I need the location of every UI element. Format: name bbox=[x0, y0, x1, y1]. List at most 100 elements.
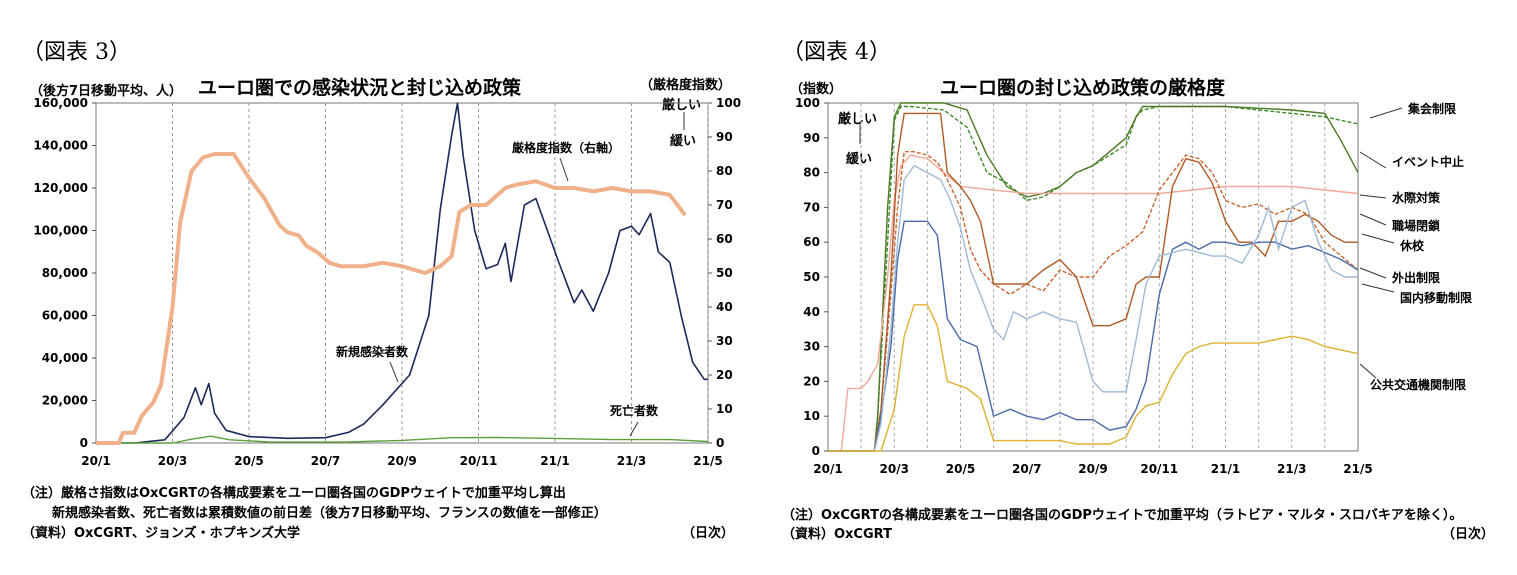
left-x-tick-label: 20/5 bbox=[234, 454, 263, 468]
left-x-tick-label: 21/3 bbox=[617, 454, 646, 468]
left-y-tick-label: 60,000 bbox=[42, 309, 88, 323]
left-arrow-cases bbox=[389, 361, 399, 383]
right-x-tick-label: 21/3 bbox=[1277, 462, 1306, 476]
right-x-unit: （日次） bbox=[1442, 527, 1495, 542]
left-y2-tick-label: 0 bbox=[716, 436, 724, 450]
left-y2-tick-label: 10 bbox=[716, 402, 733, 416]
right-x-tick-label: 20/11 bbox=[1140, 462, 1178, 476]
right-leader-work bbox=[1359, 213, 1387, 226]
right-leader-move bbox=[1361, 283, 1395, 293]
right-y-tick-label: 40 bbox=[803, 305, 820, 319]
right-y-tick-label: 20 bbox=[803, 374, 820, 388]
right-source: （資料）OxCGRT bbox=[782, 527, 892, 542]
right-unit-label: （指数） bbox=[790, 82, 843, 97]
left-y-tick-label: 140,000 bbox=[33, 139, 88, 153]
left-y2-tick-label: 30 bbox=[716, 334, 733, 348]
right-series-transport bbox=[828, 304, 1359, 452]
right-y-tick-label: 60 bbox=[803, 235, 820, 249]
left-right-unit-label: （厳格度指数） bbox=[640, 78, 732, 93]
right-leader-stay bbox=[1359, 267, 1387, 279]
left-x-tick-label: 20/7 bbox=[311, 454, 340, 468]
right-series-school bbox=[828, 112, 1358, 452]
right-y-tick-label: 0 bbox=[812, 444, 820, 458]
right-leader-gather bbox=[1369, 107, 1403, 119]
left-y-tick-label: 120,000 bbox=[33, 181, 88, 195]
right-x-tick-label: 20/3 bbox=[880, 462, 909, 476]
left-series-stringency bbox=[96, 152, 687, 445]
right-y-tick-label: 50 bbox=[803, 270, 820, 284]
left-y-tick-label: 100,000 bbox=[33, 224, 88, 238]
left-x-unit: （日次） bbox=[682, 526, 735, 541]
left-chart-title: ユーロ圏での感染状況と封じ込め政策 bbox=[198, 77, 522, 99]
left-x-tick-label: 20/3 bbox=[158, 454, 187, 468]
right-series-label-gather: 集会制限 bbox=[1407, 101, 1456, 116]
left-x-tick-label: 21/5 bbox=[693, 454, 722, 468]
right-y-tick-label: 70 bbox=[803, 200, 820, 214]
left-series-deaths bbox=[96, 435, 709, 444]
left-y2-tick-label: 70 bbox=[716, 198, 733, 212]
right-y-tick-label: 10 bbox=[803, 409, 820, 423]
left-y2-tick-label: 40 bbox=[716, 300, 733, 314]
left-y2-tick-label: 20 bbox=[716, 368, 733, 382]
left-note-2: 新規感染者数、死亡者数は累積数値の前日差（後方7日移動平均、フランスの数値を一部… bbox=[52, 506, 607, 521]
right-leader-school bbox=[1361, 233, 1395, 244]
left-x-tick-label: 20/11 bbox=[460, 454, 498, 468]
left-series-label-cases: 新規感染者数 bbox=[336, 344, 409, 359]
left-y2-tick-label: 100 bbox=[716, 96, 741, 110]
right-series-label-work: 職場閉鎖 bbox=[1392, 218, 1441, 233]
right-strict-label: 厳しい bbox=[838, 112, 878, 127]
right-x-tick-label: 21/5 bbox=[1343, 462, 1372, 476]
right-series-gather bbox=[828, 105, 1359, 452]
right-x-tick-label: 21/1 bbox=[1211, 462, 1240, 476]
right-x-tick-label: 20/1 bbox=[813, 462, 842, 476]
right-x-tick-label: 20/9 bbox=[1078, 462, 1107, 476]
left-y2-tick-label: 60 bbox=[716, 232, 733, 246]
right-series-move bbox=[828, 164, 1358, 452]
right-x-tick-label: 20/5 bbox=[946, 462, 975, 476]
right-chart-title: ユーロ圏の封じ込め政策の厳格度 bbox=[940, 77, 1226, 99]
left-note-1: （注）厳格さ指数はOxCGRTの各構成要素をユーロ圏各国のGDPウェイトで加重平… bbox=[22, 486, 566, 501]
left-x-tick-label: 20/1 bbox=[81, 454, 110, 468]
left-arrow-stringency bbox=[559, 157, 569, 182]
right-leader-events bbox=[1359, 151, 1387, 169]
right-loose-label: 緩い bbox=[846, 152, 873, 167]
right-y-tick-label: 80 bbox=[803, 166, 820, 180]
right-series-label-stay: 外出制限 bbox=[1392, 270, 1440, 285]
left-figure-label: （図表 3） bbox=[22, 40, 131, 65]
left-strict-label: 厳しい bbox=[662, 98, 702, 113]
right-leader-transport bbox=[1359, 363, 1377, 379]
right-leader-intl bbox=[1359, 194, 1387, 199]
right-series-label-move: 国内移動制限 bbox=[1400, 290, 1472, 305]
right-series-label-events: イベント中止 bbox=[1392, 154, 1464, 169]
left-series-label-deaths: 死亡者数 bbox=[610, 403, 659, 418]
right-y-tick-label: 30 bbox=[803, 340, 820, 354]
left-y-tick-label: 20,000 bbox=[42, 394, 88, 408]
right-series-label-school: 休校 bbox=[1399, 238, 1425, 253]
left-source: （資料）OxCGRT、ジョンズ・ホプキンズ大学 bbox=[22, 526, 301, 541]
left-y-tick-label: 80,000 bbox=[42, 266, 88, 280]
right-y-tick-label: 100 bbox=[795, 96, 820, 110]
left-series-cases bbox=[96, 102, 708, 444]
left-y-tick-label: 0 bbox=[80, 436, 88, 450]
left-y-tick-label: 40,000 bbox=[42, 351, 88, 365]
right-series-label-intl: 水際対策 bbox=[1392, 190, 1441, 205]
right-series-events bbox=[828, 102, 1359, 452]
left-x-tick-label: 21/1 bbox=[540, 454, 569, 468]
right-note-1: （注）OxCGRTの各構成要素をユーロ圏各国のGDPウェイトで加重平均（ラトビア… bbox=[782, 508, 1463, 523]
right-series-stay bbox=[828, 220, 1359, 452]
left-loose-label: 緩い bbox=[670, 134, 697, 149]
left-y2-tick-label: 80 bbox=[716, 164, 733, 178]
right-y-tick-label: 90 bbox=[803, 131, 820, 145]
left-arrow-deaths bbox=[629, 421, 639, 437]
left-series-label-stringency: 厳格度指数（右軸） bbox=[512, 140, 620, 155]
right-series-intl bbox=[828, 154, 1359, 452]
left-x-tick-label: 20/9 bbox=[387, 454, 416, 468]
left-unit-label: （後方7日移動平均、人） bbox=[30, 84, 183, 99]
left-y2-tick-label: 90 bbox=[716, 130, 733, 144]
right-series-label-transport: 公共交通機関制限 bbox=[1370, 377, 1466, 392]
right-x-tick-label: 20/7 bbox=[1012, 462, 1041, 476]
left-y2-tick-label: 50 bbox=[716, 266, 733, 280]
right-figure-label: （図表 4） bbox=[782, 40, 891, 65]
left-y-tick-label: 160,000 bbox=[33, 96, 88, 110]
